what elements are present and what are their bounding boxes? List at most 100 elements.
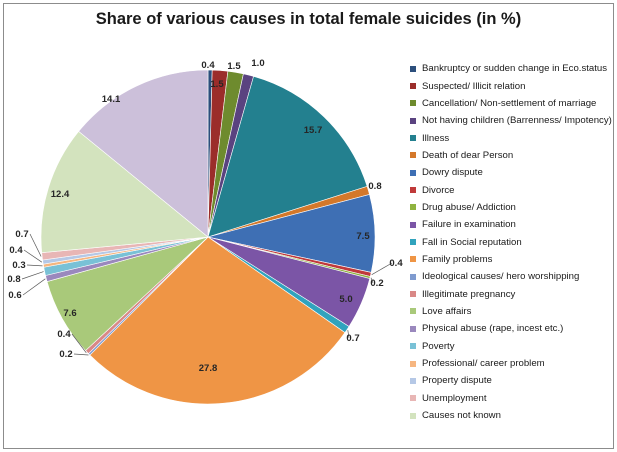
leader-line bbox=[370, 277, 374, 284]
data-label: 0.4 bbox=[9, 245, 23, 256]
legend-item: Bankruptcy or sudden change in Eco.statu… bbox=[410, 60, 615, 77]
legend-swatch bbox=[410, 273, 416, 280]
legend-swatch bbox=[410, 343, 416, 350]
legend-swatch bbox=[410, 135, 416, 142]
legend-label: Ideological causes/ hero worshipping bbox=[422, 271, 580, 283]
data-label: 12.4 bbox=[51, 189, 70, 200]
data-label: 1.5 bbox=[210, 79, 224, 90]
legend-item: Death of dear Person bbox=[410, 147, 615, 164]
legend-label: Cancellation/ Non-settlement of marriage bbox=[422, 97, 597, 109]
legend-swatch bbox=[410, 100, 416, 107]
legend-swatch bbox=[410, 204, 416, 211]
legend-swatch bbox=[410, 221, 416, 228]
legend-item: Not having children (Barrenness/ Impoten… bbox=[410, 112, 615, 129]
legend-swatch bbox=[410, 377, 416, 384]
legend-label: Family problems bbox=[422, 253, 493, 265]
legend-item: Illness bbox=[410, 129, 615, 146]
data-label: 7.5 bbox=[356, 231, 370, 242]
data-label: 0.7 bbox=[15, 229, 28, 240]
legend-label: Suspected/ Illicit relation bbox=[422, 80, 526, 92]
legend-label: Causes not known bbox=[422, 410, 501, 422]
legend-item: Cancellation/ Non-settlement of marriage bbox=[410, 95, 615, 112]
legend-swatch bbox=[410, 169, 416, 176]
legend-item: Causes not known bbox=[410, 407, 615, 424]
data-label: 0.4 bbox=[389, 258, 403, 269]
legend-item: Fall in Social reputation bbox=[410, 233, 615, 250]
pie-slices bbox=[40, 69, 376, 405]
pie-slice bbox=[40, 130, 209, 254]
legend-item: Property dispute bbox=[410, 372, 615, 389]
data-label: 0.8 bbox=[7, 274, 20, 285]
data-label: 0.4 bbox=[201, 60, 215, 71]
legend-label: Failure in examination bbox=[422, 219, 516, 231]
legend-item: Illegitimate pregnancy bbox=[410, 285, 615, 302]
legend-label: Unemployment bbox=[422, 392, 487, 404]
data-label: 0.2 bbox=[370, 278, 383, 289]
legend-item: Divorce bbox=[410, 181, 615, 198]
data-label: 5.0 bbox=[339, 294, 352, 305]
legend-label: Poverty bbox=[422, 340, 455, 352]
legend-swatch bbox=[410, 239, 416, 246]
legend-label: Death of dear Person bbox=[422, 149, 514, 161]
legend-item: Professional/ career problem bbox=[410, 355, 615, 372]
leader-line bbox=[22, 278, 46, 296]
legend-label: Physical abuse (rape, incest etc.) bbox=[422, 323, 564, 335]
legend: Bankruptcy or sudden change in Eco.statu… bbox=[410, 60, 615, 424]
data-label: 1.5 bbox=[227, 61, 241, 72]
legend-label: Illegitimate pregnancy bbox=[422, 288, 516, 300]
legend-swatch bbox=[410, 412, 416, 419]
leader-line bbox=[29, 233, 42, 257]
legend-swatch bbox=[410, 325, 416, 332]
legend-swatch bbox=[410, 117, 416, 124]
legend-swatch bbox=[410, 291, 416, 298]
pie-slice bbox=[78, 69, 209, 238]
data-label: 1.0 bbox=[251, 58, 264, 69]
legend-label: Property dispute bbox=[422, 375, 492, 387]
legend-item: Suspected/ Illicit relation bbox=[410, 77, 615, 94]
legend-label: Divorce bbox=[422, 184, 455, 196]
data-label: 0.3 bbox=[12, 260, 25, 271]
data-label: 7.6 bbox=[63, 308, 76, 319]
data-labels: 0.4 1.51.5 1.0 15.7 0.8 7.5 0.4 0.2 5.0 0.7 27.8 0.… bbox=[7, 58, 403, 374]
legend-swatch bbox=[410, 187, 416, 194]
data-label: 14.1 bbox=[102, 94, 121, 105]
data-label: 0.2 bbox=[59, 349, 72, 360]
leader-line bbox=[71, 333, 87, 354]
legend-label: Bankruptcy or sudden change in Eco.statu… bbox=[422, 63, 608, 75]
legend-swatch bbox=[410, 395, 416, 402]
legend-swatch bbox=[410, 308, 416, 315]
legend-item: Drug abuse/ Addiction bbox=[410, 199, 615, 216]
leader-line bbox=[23, 249, 43, 263]
leader-line bbox=[73, 353, 89, 356]
legend-item: Failure in examination bbox=[410, 216, 615, 233]
leader-line bbox=[21, 271, 44, 280]
chart-title: Share of various causes in total female … bbox=[95, 10, 522, 28]
legend-item: Poverty bbox=[410, 338, 615, 355]
legend-label: Professional/ career problem bbox=[422, 358, 545, 370]
pie-slice bbox=[89, 236, 346, 405]
legend-swatch bbox=[410, 152, 416, 159]
leader-lines bbox=[21, 233, 393, 356]
data-label: 15.7 bbox=[304, 125, 323, 136]
leader-line bbox=[347, 330, 350, 339]
data-label: 0.4 bbox=[57, 329, 71, 340]
leader-line bbox=[371, 262, 393, 276]
legend-swatch bbox=[410, 83, 416, 90]
legend-item: Family problems bbox=[410, 251, 615, 268]
legend-swatch bbox=[410, 256, 416, 263]
legend-label: Drug abuse/ Addiction bbox=[422, 201, 516, 213]
data-label: 0.8 bbox=[368, 181, 381, 192]
pie-slice bbox=[207, 75, 368, 238]
data-label: 27.8 bbox=[199, 363, 218, 374]
data-label: 0.7 bbox=[346, 333, 359, 344]
legend-label: Fall in Social reputation bbox=[422, 236, 522, 248]
legend-label: Love affairs bbox=[422, 305, 472, 317]
legend-label: Not having children (Barrenness/ Impoten… bbox=[422, 115, 612, 127]
legend-item: Physical abuse (rape, incest etc.) bbox=[410, 320, 615, 337]
legend-item: Unemployment bbox=[410, 390, 615, 407]
legend-label: Dowry dispute bbox=[422, 167, 483, 179]
legend-item: Love affairs bbox=[410, 303, 615, 320]
leader-line bbox=[26, 264, 43, 267]
legend-swatch bbox=[410, 360, 416, 367]
